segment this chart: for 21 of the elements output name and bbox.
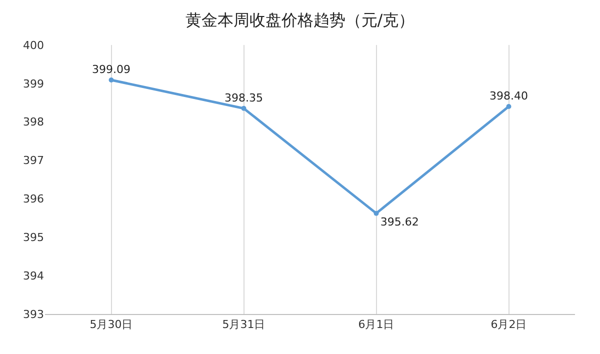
x-tick-label: 5月31日 xyxy=(222,318,266,332)
y-tick-label: 397 xyxy=(23,154,44,168)
point xyxy=(241,106,246,111)
y-tick-label: 396 xyxy=(23,192,44,206)
point xyxy=(506,104,512,109)
y-tick-label: 399 xyxy=(23,77,44,90)
y-tick-label: 400 xyxy=(23,38,44,52)
data-label: 399.09 xyxy=(92,63,130,76)
x-tick-label: 5月30日 xyxy=(90,318,133,332)
y-tick-label: 398 xyxy=(23,116,44,129)
point xyxy=(108,77,114,82)
data-label: 398.40 xyxy=(490,90,528,103)
y-tick-label: 394 xyxy=(23,269,44,282)
point xyxy=(374,210,379,216)
chart-title: 黄金本周收盘价格趋势（元/克） xyxy=(185,10,415,30)
x-tick-label: 6月1日 xyxy=(358,318,394,332)
x-tick-label: 6月2日 xyxy=(490,318,527,332)
y-tick-label: 393 xyxy=(23,308,44,321)
data-label: 398.35 xyxy=(224,92,263,105)
y-tick-label: 395 xyxy=(23,230,44,244)
data-label: 395.62 xyxy=(380,216,419,229)
